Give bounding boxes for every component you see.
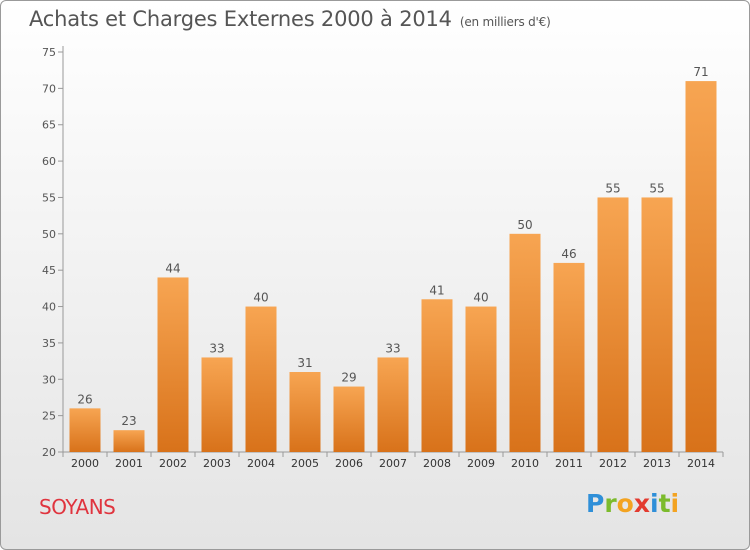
y-tick-label: 65 xyxy=(42,119,56,132)
logo-letter: t xyxy=(658,489,671,518)
value-label-2002: 44 xyxy=(165,261,180,275)
value-label-2010: 50 xyxy=(517,218,532,232)
x-tick-label-2000: 2000 xyxy=(71,457,99,470)
bar-2011 xyxy=(553,262,585,452)
x-tick-label-2014: 2014 xyxy=(687,457,715,470)
bar-2000 xyxy=(69,408,101,452)
y-tick-label: 20 xyxy=(42,446,56,459)
bar-2001 xyxy=(113,430,145,452)
y-tick-label: 50 xyxy=(42,228,56,241)
bar-2007 xyxy=(377,357,409,452)
value-label-2011: 46 xyxy=(561,247,576,261)
logo-letter: x xyxy=(633,489,650,518)
x-tick-label-2005: 2005 xyxy=(291,457,319,470)
bars xyxy=(69,81,717,452)
x-tick-label-2008: 2008 xyxy=(423,457,451,470)
axes: 20 25 30 35 40 45 50 55 60 65 70 75 2000 2001 2002 2003… xyxy=(42,46,724,470)
bar-2006 xyxy=(333,386,365,452)
y-tick-label: 70 xyxy=(42,82,56,95)
y-tick-label: 35 xyxy=(42,337,56,350)
y-tick-label: 60 xyxy=(42,155,56,168)
value-label-2007: 33 xyxy=(385,341,400,355)
x-tick-label-2006: 2006 xyxy=(335,457,363,470)
bar-2014 xyxy=(685,81,717,452)
chart-subtitle: (en milliers d'€) xyxy=(459,15,551,29)
x-tick-label-2013: 2013 xyxy=(643,457,671,470)
y-tick-label: 45 xyxy=(42,264,56,277)
y-tick-label: 75 xyxy=(42,46,56,59)
value-label-2009: 40 xyxy=(473,291,488,305)
value-label-2008: 41 xyxy=(429,283,444,297)
x-tick-label-2009: 2009 xyxy=(467,457,495,470)
value-label-2001: 23 xyxy=(121,414,136,428)
value-label-2014: 71 xyxy=(693,65,708,79)
bar-2008 xyxy=(421,299,453,452)
chart-title: Achats et Charges Externes 2000 à 2014 (e… xyxy=(29,7,551,31)
y-tick-label: 55 xyxy=(42,191,56,204)
logo-letter: i xyxy=(650,489,659,518)
y-tick-label: 30 xyxy=(42,373,56,386)
bar-2009 xyxy=(465,306,497,452)
x-tick-label-2010: 2010 xyxy=(511,457,539,470)
bar-2012 xyxy=(597,197,629,452)
bar-2003 xyxy=(201,357,233,452)
value-label-2003: 33 xyxy=(209,341,224,355)
value-label-2013: 55 xyxy=(649,181,664,195)
bar-2013 xyxy=(641,197,673,452)
x-tick-label-2011: 2011 xyxy=(555,457,583,470)
value-label-2005: 31 xyxy=(297,356,312,370)
value-label-2006: 29 xyxy=(341,371,356,385)
logo-letter: r xyxy=(604,489,617,518)
title-text: Achats et Charges Externes 2000 à 2014 xyxy=(29,7,452,31)
value-labels: 26 23 44 33 40 31 29 33 41 40 50 46 55 55 71 xyxy=(77,65,708,428)
x-tick-label-2004: 2004 xyxy=(247,457,275,470)
x-tick-label-2012: 2012 xyxy=(599,457,627,470)
x-tick-label-2002: 2002 xyxy=(159,457,187,470)
x-tick-label-2007: 2007 xyxy=(379,457,407,470)
commune-name: SOYANS xyxy=(39,495,116,519)
y-tick-label: 40 xyxy=(42,301,56,314)
logo-letter: i xyxy=(670,489,680,518)
x-tick-label-2003: 2003 xyxy=(203,457,231,470)
value-label-2000: 26 xyxy=(77,392,92,406)
logo-letter: o xyxy=(616,489,634,518)
x-tick-label-2001: 2001 xyxy=(115,457,143,470)
bar-2002 xyxy=(157,277,189,452)
value-label-2012: 55 xyxy=(605,181,620,195)
value-label-2004: 40 xyxy=(253,291,268,305)
bar-2010 xyxy=(509,233,541,452)
bar-2004 xyxy=(245,306,277,452)
proxiti-logo: Proxiti xyxy=(586,489,679,518)
bar-2005 xyxy=(289,372,321,452)
y-tick-label: 25 xyxy=(42,410,56,423)
logo-letter: P xyxy=(586,489,605,518)
